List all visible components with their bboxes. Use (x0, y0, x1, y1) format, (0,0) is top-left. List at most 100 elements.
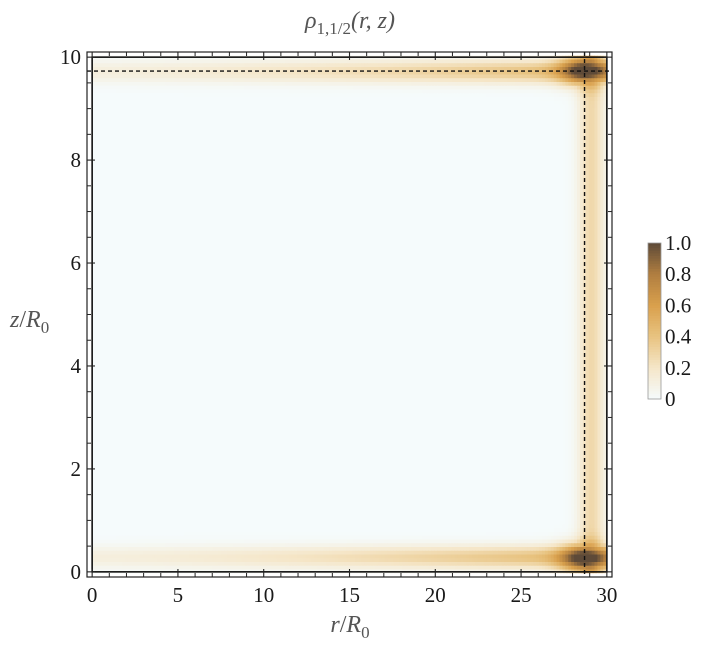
heat-cell (346, 59, 351, 64)
heat-cell (264, 119, 269, 124)
heat-cell (101, 70, 106, 76)
heat-cell (591, 67, 596, 72)
heat-cell (297, 74, 301, 79)
heat-cell (579, 108, 584, 113)
heat-cell (577, 119, 581, 124)
heat-cell (390, 123, 394, 128)
heat-cell (515, 104, 520, 109)
heat-cell (104, 100, 109, 106)
heat-cell (285, 78, 289, 83)
heat-cell (276, 52, 281, 57)
heat-cell (419, 108, 424, 113)
heat-cell (594, 108, 599, 113)
heat-cell (273, 67, 278, 72)
heat-cell (378, 74, 383, 79)
heat-cell (413, 70, 418, 76)
heat-cell (588, 115, 593, 121)
heat-cell (291, 85, 295, 91)
heat-cell (477, 100, 482, 106)
heat-cell (466, 112, 470, 117)
heat-cell (603, 52, 607, 57)
heat-cell (559, 97, 564, 102)
heat-cell (183, 97, 187, 102)
heat-cell (104, 85, 109, 91)
heat-cell (431, 119, 435, 124)
heat-cell (428, 59, 432, 64)
heat-cell (139, 127, 144, 132)
heat-cell (136, 63, 141, 68)
heat-cell (600, 108, 604, 113)
heat-cell (434, 115, 438, 121)
heat-cell (288, 82, 292, 87)
heat-cell (556, 108, 561, 113)
heat-cell (550, 59, 555, 64)
heat-cell (232, 97, 237, 102)
heat-cell (407, 82, 412, 87)
heat-cell (186, 52, 190, 57)
heat-cell (559, 78, 564, 83)
heat-cell (574, 123, 578, 128)
heat-cell (349, 123, 354, 128)
heat-cell (171, 115, 176, 121)
heat-cell (512, 78, 517, 83)
heat-cell (151, 97, 155, 102)
heat-cell (101, 85, 106, 91)
heat-cell (495, 85, 499, 91)
heat-cell (340, 100, 345, 106)
heat-cell (527, 112, 531, 117)
heat-cell (501, 85, 505, 91)
heat-cell (159, 82, 164, 87)
heat-cell (270, 52, 275, 57)
heat-cell (130, 67, 135, 72)
heat-cell (600, 97, 604, 102)
heat-cell (212, 85, 216, 91)
heat-cell (445, 82, 450, 87)
heat-cell (486, 100, 491, 106)
heat-cell (609, 55, 612, 61)
heat-cell (209, 127, 214, 132)
heat-cell (294, 89, 298, 94)
heat-cell (451, 123, 456, 128)
heat-cell (352, 67, 356, 72)
heat-cell (463, 119, 467, 124)
heat-cell (472, 104, 476, 109)
heat-cell (92, 93, 97, 98)
heat-cell (273, 97, 278, 102)
heat-cell (194, 82, 199, 87)
heat-cell (282, 119, 286, 124)
heat-cell (130, 97, 135, 102)
heat-cell (317, 115, 321, 121)
heat-cell (87, 115, 91, 121)
heat-cell (460, 52, 464, 57)
heat-cell (337, 89, 342, 94)
heat-cell (577, 52, 581, 57)
heat-cell (579, 123, 584, 128)
heat-cell (194, 115, 199, 121)
heat-cell (259, 63, 263, 68)
heat-cell (536, 123, 540, 128)
heat-cell (247, 127, 251, 132)
heat-cell (340, 59, 345, 64)
heat-cell (550, 67, 555, 72)
heat-cell (416, 70, 421, 76)
heat-cell (416, 104, 421, 109)
heat-cell (299, 115, 304, 121)
heat-cell (419, 123, 424, 128)
heat-cell (154, 127, 158, 132)
heat-cell (460, 63, 464, 68)
heat-cell (489, 74, 494, 79)
heat-cell (136, 97, 141, 102)
heat-cell (431, 123, 435, 128)
heat-cell (186, 67, 190, 72)
heat-cell (136, 89, 141, 94)
heat-cell (463, 52, 467, 57)
heat-cell (285, 59, 289, 64)
heat-cell (262, 89, 266, 94)
heat-cell (361, 70, 365, 76)
heat-cell (431, 108, 435, 113)
heat-cell (174, 100, 179, 106)
heat-cell (399, 63, 403, 68)
heat-cell (559, 82, 564, 87)
heat-cell (215, 52, 219, 57)
heat-cell (606, 123, 610, 128)
